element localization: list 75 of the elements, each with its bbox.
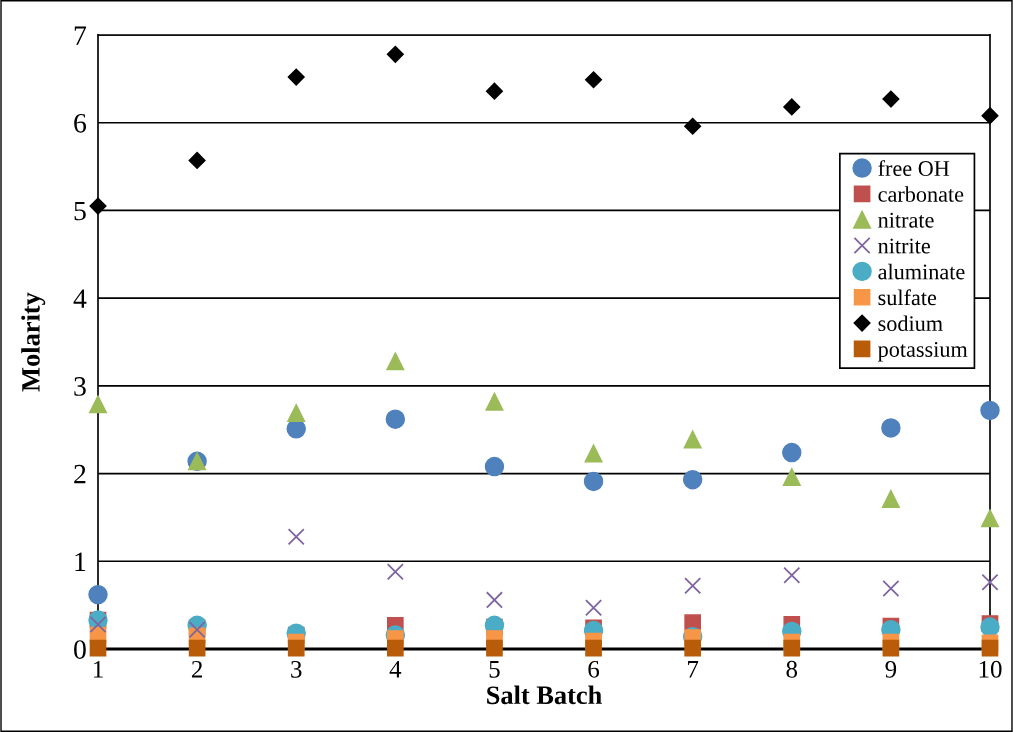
point: [89, 197, 107, 215]
point: [89, 615, 107, 633]
point: [585, 599, 603, 617]
legend-label: nitrate: [878, 212, 934, 228]
point: [485, 591, 503, 609]
point: [684, 577, 702, 595]
y-tick-label: 6: [74, 113, 87, 133]
point: [783, 639, 801, 657]
point: [882, 90, 900, 108]
point: [882, 579, 900, 598]
x-tick-label: 10: [979, 660, 1002, 678]
point: [782, 442, 802, 463]
y-tick-label: 5: [74, 201, 86, 221]
x-tick-label: 1: [93, 660, 103, 678]
y-tick-label: 3: [74, 377, 86, 396]
point: [385, 409, 406, 429]
legend-label: sodium: [878, 315, 943, 332]
point: [484, 456, 505, 477]
point: [981, 573, 999, 591]
point: [287, 404, 306, 423]
point: [485, 82, 503, 100]
point: [782, 468, 801, 487]
point: [485, 392, 504, 411]
point: [980, 509, 1000, 528]
x-tick-label: 9: [885, 660, 897, 678]
point: [89, 639, 107, 657]
point: [386, 563, 404, 581]
point: [980, 617, 1000, 637]
x-tick-label: 7: [688, 661, 699, 678]
point: [684, 639, 702, 657]
point: [386, 639, 404, 657]
x-tick-label: 3: [291, 660, 302, 678]
legend-label: nitrite: [878, 238, 930, 254]
point: [682, 469, 703, 490]
point: [88, 584, 108, 605]
point: [386, 45, 404, 63]
point: [287, 68, 305, 86]
point: [287, 639, 305, 657]
legend-label: sulfate: [878, 289, 937, 306]
point: [882, 639, 900, 657]
point: [585, 71, 603, 89]
point: [287, 528, 305, 546]
legend-label: carbonate: [878, 186, 964, 202]
legend-label: potassium: [877, 341, 968, 362]
point: [585, 639, 602, 657]
y-tick-label: 2: [74, 464, 86, 484]
legend-label: aluminate: [878, 263, 965, 280]
point: [981, 639, 999, 657]
y-axis-title: Molarity: [21, 292, 46, 392]
point: [881, 489, 900, 509]
x-tick-label: 6: [588, 660, 600, 678]
legend-label: free OH: [878, 160, 950, 176]
x-tick-label: 2: [191, 660, 202, 678]
x-tick-label: 4: [389, 661, 402, 678]
point: [684, 117, 702, 135]
x-tick-label: 8: [786, 660, 798, 678]
point: [584, 444, 603, 463]
point: [486, 639, 503, 657]
point: [583, 471, 604, 492]
point: [188, 151, 206, 169]
y-tick-label: 7: [74, 26, 87, 45]
y-tick-label: 0: [74, 640, 86, 659]
y-tick-label: 1: [75, 552, 86, 571]
point: [881, 418, 901, 438]
point: [783, 98, 801, 116]
point: [981, 107, 999, 125]
point: [980, 400, 1000, 421]
x-tick-label: 5: [489, 661, 500, 678]
y-tick-label: 4: [73, 289, 87, 308]
point: [683, 430, 702, 449]
x-axis-title: Salt Batch: [487, 685, 602, 705]
point: [188, 639, 206, 657]
point: [783, 566, 801, 584]
point: [88, 395, 108, 414]
point: [386, 352, 405, 371]
